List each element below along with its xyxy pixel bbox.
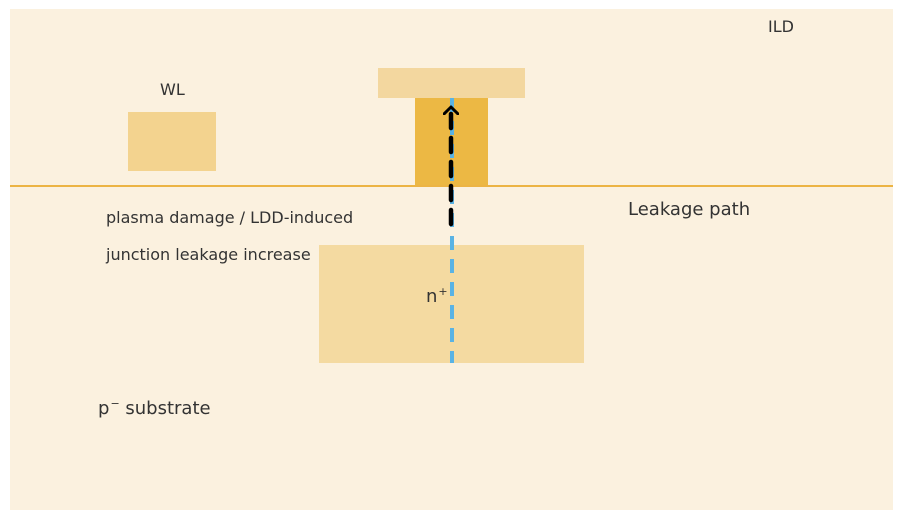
n-plus-superscript: + [438, 285, 448, 298]
annotation-line-1: plasma damage / LDD-induced [106, 208, 354, 227]
ild-label: ILD [768, 17, 794, 36]
substrate-superscript: − [110, 397, 120, 410]
wl-label: WL [160, 80, 185, 99]
substrate-prefix: p [98, 398, 110, 419]
n-plus-label: n+ [426, 285, 448, 307]
substrate-suffix: substrate [119, 398, 211, 419]
n-plus-base: n [426, 286, 438, 307]
contact-top-pad [378, 68, 525, 98]
leakage-path-label: Leakage path [628, 199, 751, 220]
annotation-line-2: junction leakage increase [106, 245, 311, 264]
substrate-label: p− substrate [98, 397, 211, 419]
word-line-block [128, 112, 216, 171]
